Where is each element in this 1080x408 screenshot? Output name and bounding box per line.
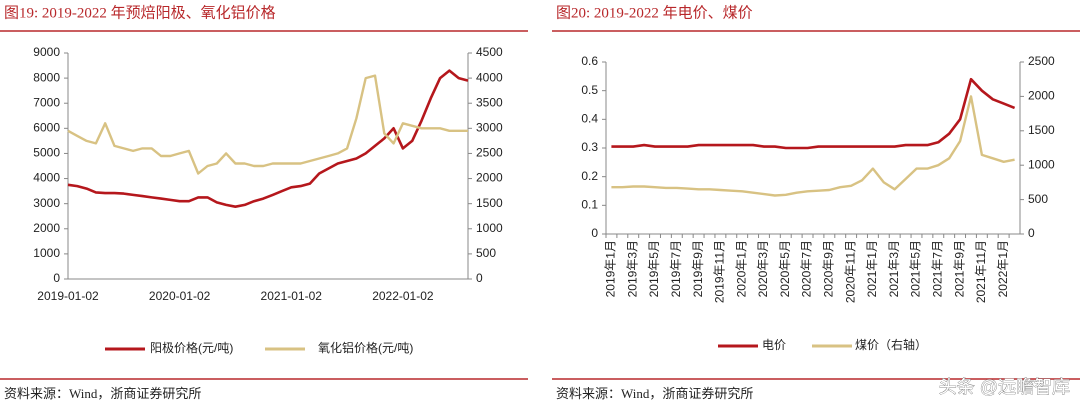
y2-tick-label: 0 bbox=[1028, 226, 1035, 240]
x-tick-label: 2020年1月 bbox=[734, 240, 748, 297]
legend-label: 电价 bbox=[762, 338, 786, 352]
x-tick-label: 2021年11月 bbox=[974, 240, 988, 303]
x-tick-label: 2019年7月 bbox=[669, 240, 683, 297]
y2-tick-label: 4500 bbox=[476, 45, 503, 59]
x-tick-label: 2020年9月 bbox=[822, 240, 836, 297]
y2-tick-label: 3500 bbox=[476, 95, 503, 109]
x-tick-label: 2020-01-02 bbox=[149, 289, 211, 303]
y-tick-label: 0.1 bbox=[581, 198, 598, 212]
x-tick-label: 2019年3月 bbox=[625, 240, 639, 297]
x-tick-label: 2021年7月 bbox=[930, 240, 944, 297]
x-tick-label: 2019年5月 bbox=[647, 240, 661, 297]
y-tick-label: 0 bbox=[53, 271, 60, 285]
y-tick-label: 2000 bbox=[33, 221, 60, 235]
y2-tick-label: 2500 bbox=[476, 146, 503, 160]
x-tick-label: 2022-01-02 bbox=[372, 289, 434, 303]
y2-tick-label: 1500 bbox=[1028, 123, 1055, 137]
x-tick-label: 2019年1月 bbox=[604, 240, 618, 297]
x-tick-label: 2020年3月 bbox=[756, 240, 770, 297]
y-tick-label: 0 bbox=[591, 226, 598, 240]
y-tick-label: 0.4 bbox=[581, 112, 598, 126]
chart-title: 图20: 2019-2022 年电价、煤价 bbox=[556, 4, 753, 21]
y-tick-label: 9000 bbox=[33, 45, 60, 59]
y2-tick-label: 2000 bbox=[476, 171, 503, 185]
x-tick-label: 2021年1月 bbox=[865, 240, 879, 297]
x-tick-label: 2021年3月 bbox=[887, 240, 901, 297]
y2-tick-label: 0 bbox=[476, 271, 483, 285]
x-tick-label: 2019年9月 bbox=[691, 240, 705, 297]
source: 资料来源：Wind，浙商证券研究所 bbox=[4, 386, 201, 401]
y-tick-label: 5000 bbox=[33, 146, 60, 160]
x-tick-label: 2020年11月 bbox=[843, 240, 857, 303]
source: 资料来源：Wind，浙商证券研究所 bbox=[556, 386, 753, 401]
y-tick-label: 0.6 bbox=[581, 54, 598, 68]
y2-tick-label: 3000 bbox=[476, 121, 503, 135]
x-tick-label: 2021年5月 bbox=[909, 240, 923, 297]
x-tick-label: 2019年11月 bbox=[713, 240, 727, 303]
y2-tick-label: 500 bbox=[1028, 192, 1048, 206]
chart-title: 图19: 2019-2022 年预焙阳极、氧化铝价格 bbox=[4, 4, 276, 21]
x-tick-label: 2020年7月 bbox=[800, 240, 814, 297]
y2-tick-label: 1000 bbox=[1028, 157, 1055, 171]
y-tick-label: 7000 bbox=[33, 95, 60, 109]
series-line bbox=[67, 69, 469, 208]
legend-label: 煤价（右轴） bbox=[855, 337, 927, 352]
y-tick-label: 6000 bbox=[33, 121, 60, 135]
y-tick-label: 1000 bbox=[33, 246, 60, 260]
y2-tick-label: 2500 bbox=[1028, 54, 1055, 68]
x-tick-label: 2022年1月 bbox=[996, 240, 1010, 297]
y-tick-label: 0.3 bbox=[581, 140, 598, 154]
legend-label: 阳极价格(元/吨) bbox=[150, 340, 233, 355]
x-tick-label: 2020年5月 bbox=[778, 240, 792, 297]
legend-label: 氧化铝价格(元/吨) bbox=[318, 340, 413, 355]
y-tick-label: 3000 bbox=[33, 196, 60, 210]
series-line bbox=[611, 95, 1015, 197]
x-tick-label: 2019-01-02 bbox=[37, 289, 99, 303]
y-tick-label: 4000 bbox=[33, 171, 60, 185]
y2-tick-label: 1500 bbox=[476, 196, 503, 210]
y2-tick-label: 500 bbox=[476, 246, 496, 260]
watermark: 头条 @远瞻智库 bbox=[939, 377, 1070, 397]
y2-tick-label: 4000 bbox=[476, 70, 503, 84]
series-line bbox=[67, 74, 468, 175]
y-tick-label: 8000 bbox=[33, 70, 60, 84]
y2-tick-label: 1000 bbox=[476, 221, 503, 235]
y-tick-label: 0.2 bbox=[581, 169, 598, 183]
y2-tick-label: 2000 bbox=[1028, 89, 1055, 103]
x-tick-label: 2021年9月 bbox=[952, 240, 966, 297]
series-line bbox=[611, 77, 1016, 150]
x-tick-label: 2021-01-02 bbox=[261, 289, 323, 303]
y-tick-label: 0.5 bbox=[581, 83, 598, 97]
